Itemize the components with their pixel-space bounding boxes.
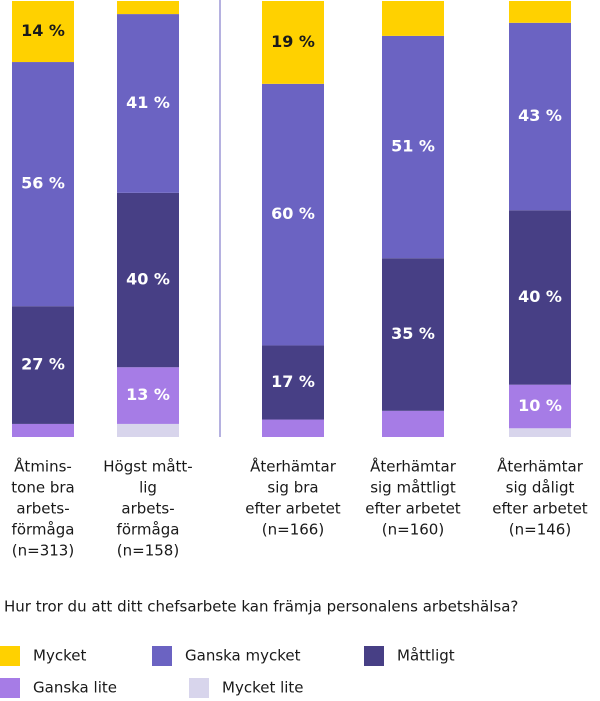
legend-label: Ganska lite [33,679,117,697]
bar-segment [509,428,571,437]
x-tick-label: Högst mått- [103,458,192,476]
value-label: 43 % [518,106,562,125]
value-label: 27 % [21,355,65,374]
bar-segment [117,367,179,424]
question: Hur tror du att ditt chefsarbete kan frä… [4,598,518,616]
value-label: 56 % [21,174,65,193]
bar-segment [12,306,74,424]
bar-segment [262,1,324,84]
bar-segment [382,410,444,437]
x-tick-label: tone bra [11,479,74,497]
x-tick-label: Återhämtar [370,457,457,476]
bar-segment [382,258,444,411]
legend-swatch [189,678,209,698]
x-tick-label: efter arbetet [245,500,341,518]
x-tick-label: (n=160) [382,521,444,539]
x-tick-label: (n=313) [12,542,74,560]
bar-segment [117,192,179,368]
x-tick-label: (n=158) [117,542,179,560]
bar-segment [117,423,179,437]
value-label: 10 % [518,396,562,415]
value-label: 41 % [126,93,170,112]
bar-segment [12,1,74,63]
legend-label: Mycket [33,647,86,665]
legend-swatch [0,678,20,698]
bar-segment [382,1,444,36]
x-tick-label: sig dåligt [506,479,575,497]
bar-segment [12,423,74,437]
x-tick-label: Återhämtar [250,457,337,476]
bar-segment [509,22,571,211]
x-tick-label: arbets- [16,500,69,518]
bar-segment [262,345,324,420]
bar-segment [117,1,179,15]
value-label: 17 % [271,372,315,391]
legend-label: Ganska mycket [185,647,301,665]
value-label: 14 % [21,21,65,40]
legend-label: Måttligt [397,647,455,665]
bar-segment [509,384,571,429]
value-label: 60 % [271,204,315,223]
x-tick-label: Återhämtar [497,457,584,476]
legend-swatch [152,646,172,666]
bar-segment [509,210,571,385]
x-tick-label: sig bra [267,479,318,497]
bar-segment [262,83,324,346]
x-tick-label: (n=146) [509,521,571,539]
value-label: 40 % [126,270,170,289]
bar-segment [12,62,74,307]
bar-segment [382,35,444,259]
x-tick-label: efter arbetet [492,500,588,518]
legend-swatch [364,646,384,666]
x-tick-label: förmåga [117,521,180,539]
value-label: 40 % [518,287,562,306]
value-label: 13 % [126,385,170,404]
x-tick-label: (n=166) [262,521,324,539]
value-label: 51 % [391,137,435,156]
bar-segment [117,14,179,193]
legend-label: Mycket lite [222,679,304,697]
bar-segment [509,1,571,23]
x-tick-label: Åtmins- [14,457,72,476]
value-label: 35 % [391,324,435,343]
value-label: 19 % [271,32,315,51]
bar-segment [262,419,324,437]
legend-swatch [0,646,20,666]
x-tick-label: sig måttligt [370,479,456,497]
x-tick-label: lig [139,479,157,497]
x-tick-label: efter arbetet [365,500,461,518]
x-tick-label: förmåga [12,521,75,539]
x-tick-label: arbets- [121,500,174,518]
